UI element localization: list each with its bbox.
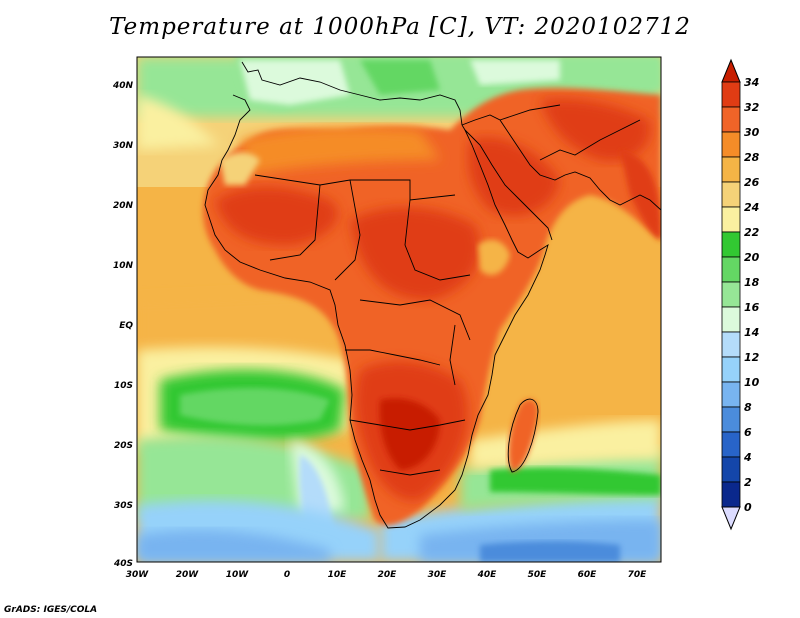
colorbar-label: 28 — [744, 151, 760, 164]
lon-label: 50E — [528, 570, 548, 580]
lon-label: 70E — [628, 570, 648, 580]
lon-label: 10W — [226, 570, 250, 580]
longitude-axis: 30W 20W 10W 0 10E 20E 30E 40E 50E 60E 70… — [126, 570, 647, 580]
colorbar-swatch — [721, 456, 741, 483]
temperature-field — [137, 57, 661, 562]
colorbar-label: 34 — [744, 76, 759, 89]
colorbar-label: 22 — [744, 226, 760, 239]
colorbar-label: 24 — [744, 201, 759, 214]
lat-label: 10S — [114, 381, 133, 391]
colorbar-swatch — [721, 256, 741, 283]
colorbar-swatch — [721, 356, 741, 383]
colorbar-swatch — [721, 431, 741, 458]
lat-label: 30N — [113, 141, 134, 151]
colorbar-label: 32 — [744, 101, 760, 114]
lat-label: 20S — [114, 441, 133, 451]
colorbar-label: 8 — [744, 401, 752, 414]
colorbar-swatch — [721, 406, 741, 433]
colorbar-swatch — [721, 106, 741, 133]
credit-text: GrADS: IGES/COLA — [4, 605, 98, 615]
lat-label: 40N — [112, 81, 134, 91]
lon-label: 30E — [428, 570, 448, 580]
colorbar-swatch — [721, 81, 741, 108]
colorbar-label: 20 — [744, 251, 760, 264]
colorbar-swatch — [721, 181, 741, 208]
colorbar-swatch — [721, 231, 741, 258]
colorbar-swatch — [721, 481, 741, 508]
lat-label: 40S — [113, 559, 133, 569]
colorbar-swatch — [721, 331, 741, 358]
colorbar-label: 2 — [744, 476, 752, 489]
lon-label: 20W — [176, 570, 200, 580]
colorbar-bottom-arrow — [721, 506, 741, 531]
colorbar-label: 10 — [744, 376, 760, 389]
lon-label: 40E — [477, 570, 498, 580]
colorbar-swatch — [721, 156, 741, 183]
colorbar-label: 18 — [744, 276, 760, 289]
latitude-axis: 40N 30N 20N 10N EQ 10S 20S 30S 40S — [112, 81, 134, 569]
lat-label: EQ — [119, 321, 133, 331]
lon-label: 20E — [378, 570, 398, 580]
lat-label: 20N — [113, 201, 134, 211]
colorbar-label: 12 — [744, 351, 760, 364]
lon-label: 10E — [328, 570, 348, 580]
plot-frame — [136, 56, 662, 563]
colorbar-label: 16 — [744, 301, 760, 314]
lat-label: 30S — [114, 501, 133, 511]
colorbar-label: 26 — [744, 176, 760, 189]
colorbar-swatch — [721, 381, 741, 408]
colorbar-swatch — [721, 206, 741, 233]
colorbar-swatch — [721, 131, 741, 158]
colorbar-label: 0 — [744, 501, 752, 514]
lon-label: 60E — [578, 570, 598, 580]
colorbar-swatch — [721, 281, 741, 308]
map-title: Temperature at 1000hPa [C], VT: 20201027… — [109, 14, 691, 40]
colorbar-swatch — [721, 306, 741, 333]
colorbar-top-arrow — [721, 58, 741, 83]
colorbar-label: 6 — [744, 426, 752, 439]
lat-label: 10N — [113, 261, 134, 271]
colorbar-label: 4 — [743, 451, 752, 464]
lon-label: 0 — [284, 570, 290, 580]
coastlines — [204, 61, 661, 529]
lon-label: 30W — [126, 570, 150, 580]
colorbar-label: 14 — [744, 326, 759, 339]
colorbar-label: 30 — [744, 126, 760, 139]
